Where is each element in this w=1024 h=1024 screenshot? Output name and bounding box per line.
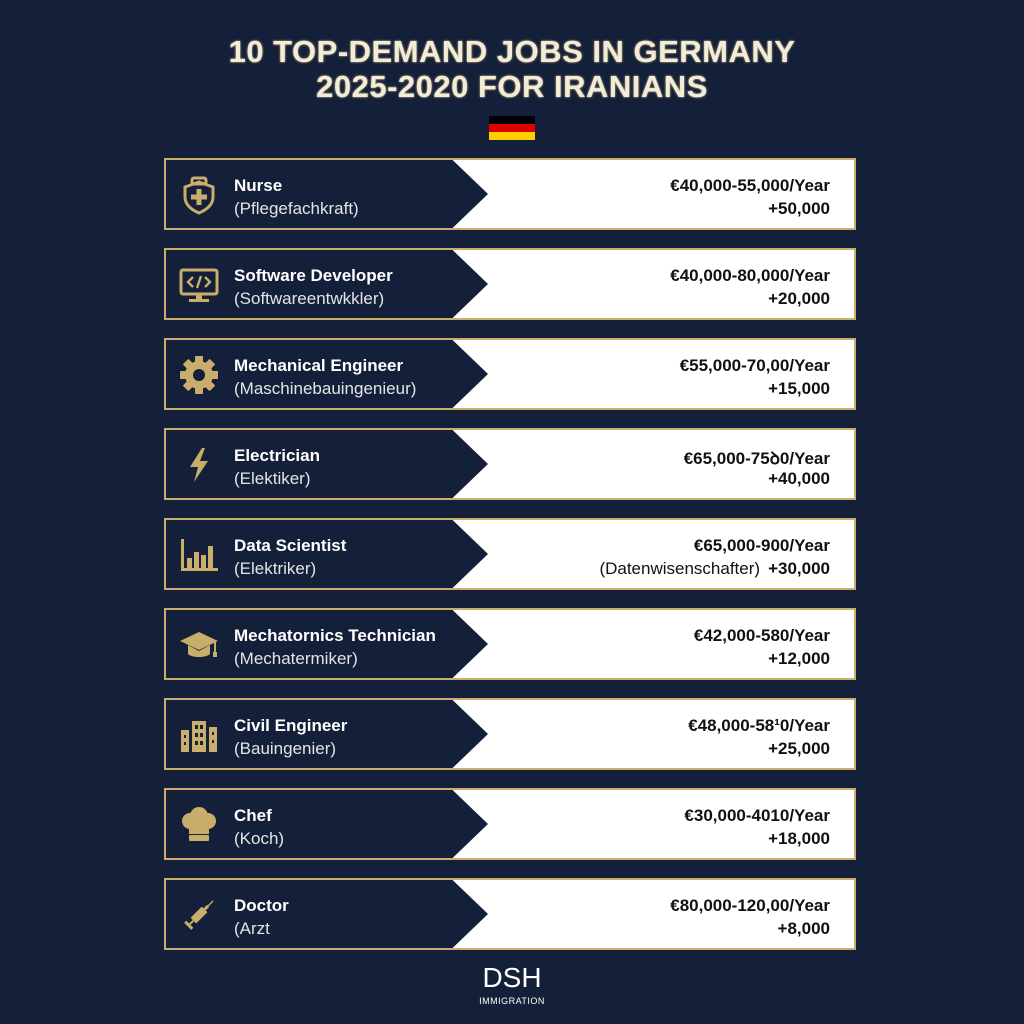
job-demand-value: +15,000 bbox=[768, 379, 830, 398]
job-name-german: (Softwareentwkkler) bbox=[234, 289, 385, 308]
job-name: Data Scientist bbox=[234, 536, 347, 555]
job-salary: €65,000-75ꝺ0/Year bbox=[683, 449, 830, 468]
page-title-line1: 10 TOP-DEMAND JOBS IN GERMANY bbox=[228, 34, 796, 69]
nurse-shield-icon bbox=[183, 176, 215, 215]
job-demand-count: +15,000 bbox=[768, 379, 830, 399]
job-demand-value: +30,000 bbox=[768, 559, 830, 578]
job-demand-value: +8,000 bbox=[777, 919, 830, 938]
lightning-icon bbox=[190, 448, 208, 482]
job-row-civil-engineer: Civil Engineer (Bauingenier) €48,000-58¹… bbox=[164, 698, 856, 770]
job-name-german: (Pflegefachkraft) bbox=[234, 199, 359, 218]
flag-stripe-black bbox=[489, 116, 535, 124]
job-row-doctor: Doctor (Arzt €80,000-120,00/Year +8,000 bbox=[164, 878, 856, 950]
job-name: Doctor bbox=[234, 896, 289, 915]
job-name: Civil Engineer bbox=[234, 716, 348, 735]
job-salary: €30,000-4010/Year bbox=[684, 806, 830, 825]
job-name-german: (Arzt bbox=[234, 919, 270, 938]
flag-stripe-red bbox=[489, 124, 535, 132]
syringe-icon bbox=[184, 900, 214, 930]
job-label-panel bbox=[166, 430, 488, 498]
job-label-panel bbox=[166, 340, 488, 408]
job-name-german: (Koch) bbox=[234, 829, 285, 848]
job-row-mechatronics-technician: Mechatornics Technician (Mechatermiker) … bbox=[164, 608, 856, 680]
flag-stripe-gold bbox=[489, 132, 535, 140]
job-demand-value: +20,000 bbox=[768, 289, 830, 308]
job-label-panel bbox=[166, 880, 488, 948]
job-demand-count: +40,000 bbox=[768, 469, 830, 489]
brand-logo-subtitle: IMMIGRATION bbox=[479, 996, 545, 1006]
job-demand-value: +18,000 bbox=[768, 829, 830, 848]
job-row-chef: Chef (Koch) €30,000-4010/Year +18,000 bbox=[164, 788, 856, 860]
job-demand-count: +20,000 bbox=[768, 289, 830, 309]
job-demand-count: +8,000 bbox=[778, 919, 830, 939]
job-demand-count: +12,000 bbox=[768, 649, 830, 669]
job-demand-value: +50,000 bbox=[768, 199, 830, 218]
job-name-german: (Elektiker) bbox=[234, 469, 311, 488]
job-salary: €80,000-120,00/Year bbox=[670, 896, 830, 915]
job-name-german: (Maschinebauingenieur) bbox=[234, 379, 417, 398]
job-name: Chef bbox=[234, 806, 272, 825]
job-demand-count: (Datenwisenschafter) +30,000 bbox=[599, 559, 830, 579]
job-name-german: (Elektriker) bbox=[234, 559, 317, 578]
job-row-nurse: Nurse (Pflegefachkraft) €40,000-55,000/Y… bbox=[164, 158, 856, 230]
job-salary: €55,000-70,00/Year bbox=[679, 356, 830, 375]
job-salary: €65,000-900/Year bbox=[693, 536, 830, 555]
job-demand-value: +40,000 bbox=[768, 469, 830, 488]
job-name-german: (Mechatermiker) bbox=[234, 649, 358, 668]
code-monitor-icon bbox=[179, 268, 219, 302]
job-label-panel bbox=[166, 790, 488, 858]
job-salary: €42,000-580/Year bbox=[693, 626, 830, 645]
gear-icon bbox=[180, 356, 218, 394]
job-salary: €48,000-58¹0/Year bbox=[688, 716, 830, 735]
german-flag-icon bbox=[489, 116, 535, 140]
bar-chart-icon bbox=[181, 539, 218, 571]
job-demand-value: +25,000 bbox=[768, 739, 830, 758]
job-row-data-scientist: Data Scientist (Elektriker) €65,000-900/… bbox=[164, 518, 856, 590]
job-demand-count: +50,000 bbox=[768, 199, 830, 219]
job-label-panel bbox=[166, 700, 488, 768]
job-row-electrician: Electrician (Elektiker) €65,000-75ꝺ0/Yea… bbox=[164, 428, 856, 500]
job-label-panel bbox=[166, 160, 488, 228]
job-name: Nurse bbox=[234, 176, 283, 195]
job-demand-count: +18,000 bbox=[768, 829, 830, 849]
job-label-panel bbox=[166, 520, 488, 588]
chef-hat-icon bbox=[182, 807, 216, 841]
job-demand-count: +25,000 bbox=[768, 739, 830, 759]
job-name: Mechanical Engineer bbox=[234, 356, 404, 375]
job-demand-value: +12,000 bbox=[768, 649, 830, 668]
page-title-line2: 2025-2020 FOR IRANIANS bbox=[316, 69, 708, 104]
job-name: Mechatornics Technician bbox=[234, 626, 436, 645]
brand-logo: DSH bbox=[482, 962, 542, 993]
graduation-cap-icon bbox=[180, 632, 218, 657]
job-name-german-alt: (Datenwisenschafter) bbox=[599, 559, 761, 578]
job-name-german: (Bauingenier) bbox=[234, 739, 337, 758]
job-name: Software Developer bbox=[234, 266, 393, 285]
job-name: Electrician bbox=[234, 446, 320, 465]
job-label-panel bbox=[166, 250, 488, 318]
job-salary: €40,000-55,000/Year bbox=[670, 176, 830, 195]
job-label-panel bbox=[166, 610, 488, 678]
job-salary: €40,000-80,000/Year bbox=[670, 266, 830, 285]
building-icon bbox=[181, 721, 217, 752]
job-row-mechanical-engineer: Mechanical Engineer (Maschinebauingenieu… bbox=[164, 338, 856, 410]
job-row-software-developer: Software Developer (Softwareentwkkler) €… bbox=[164, 248, 856, 320]
